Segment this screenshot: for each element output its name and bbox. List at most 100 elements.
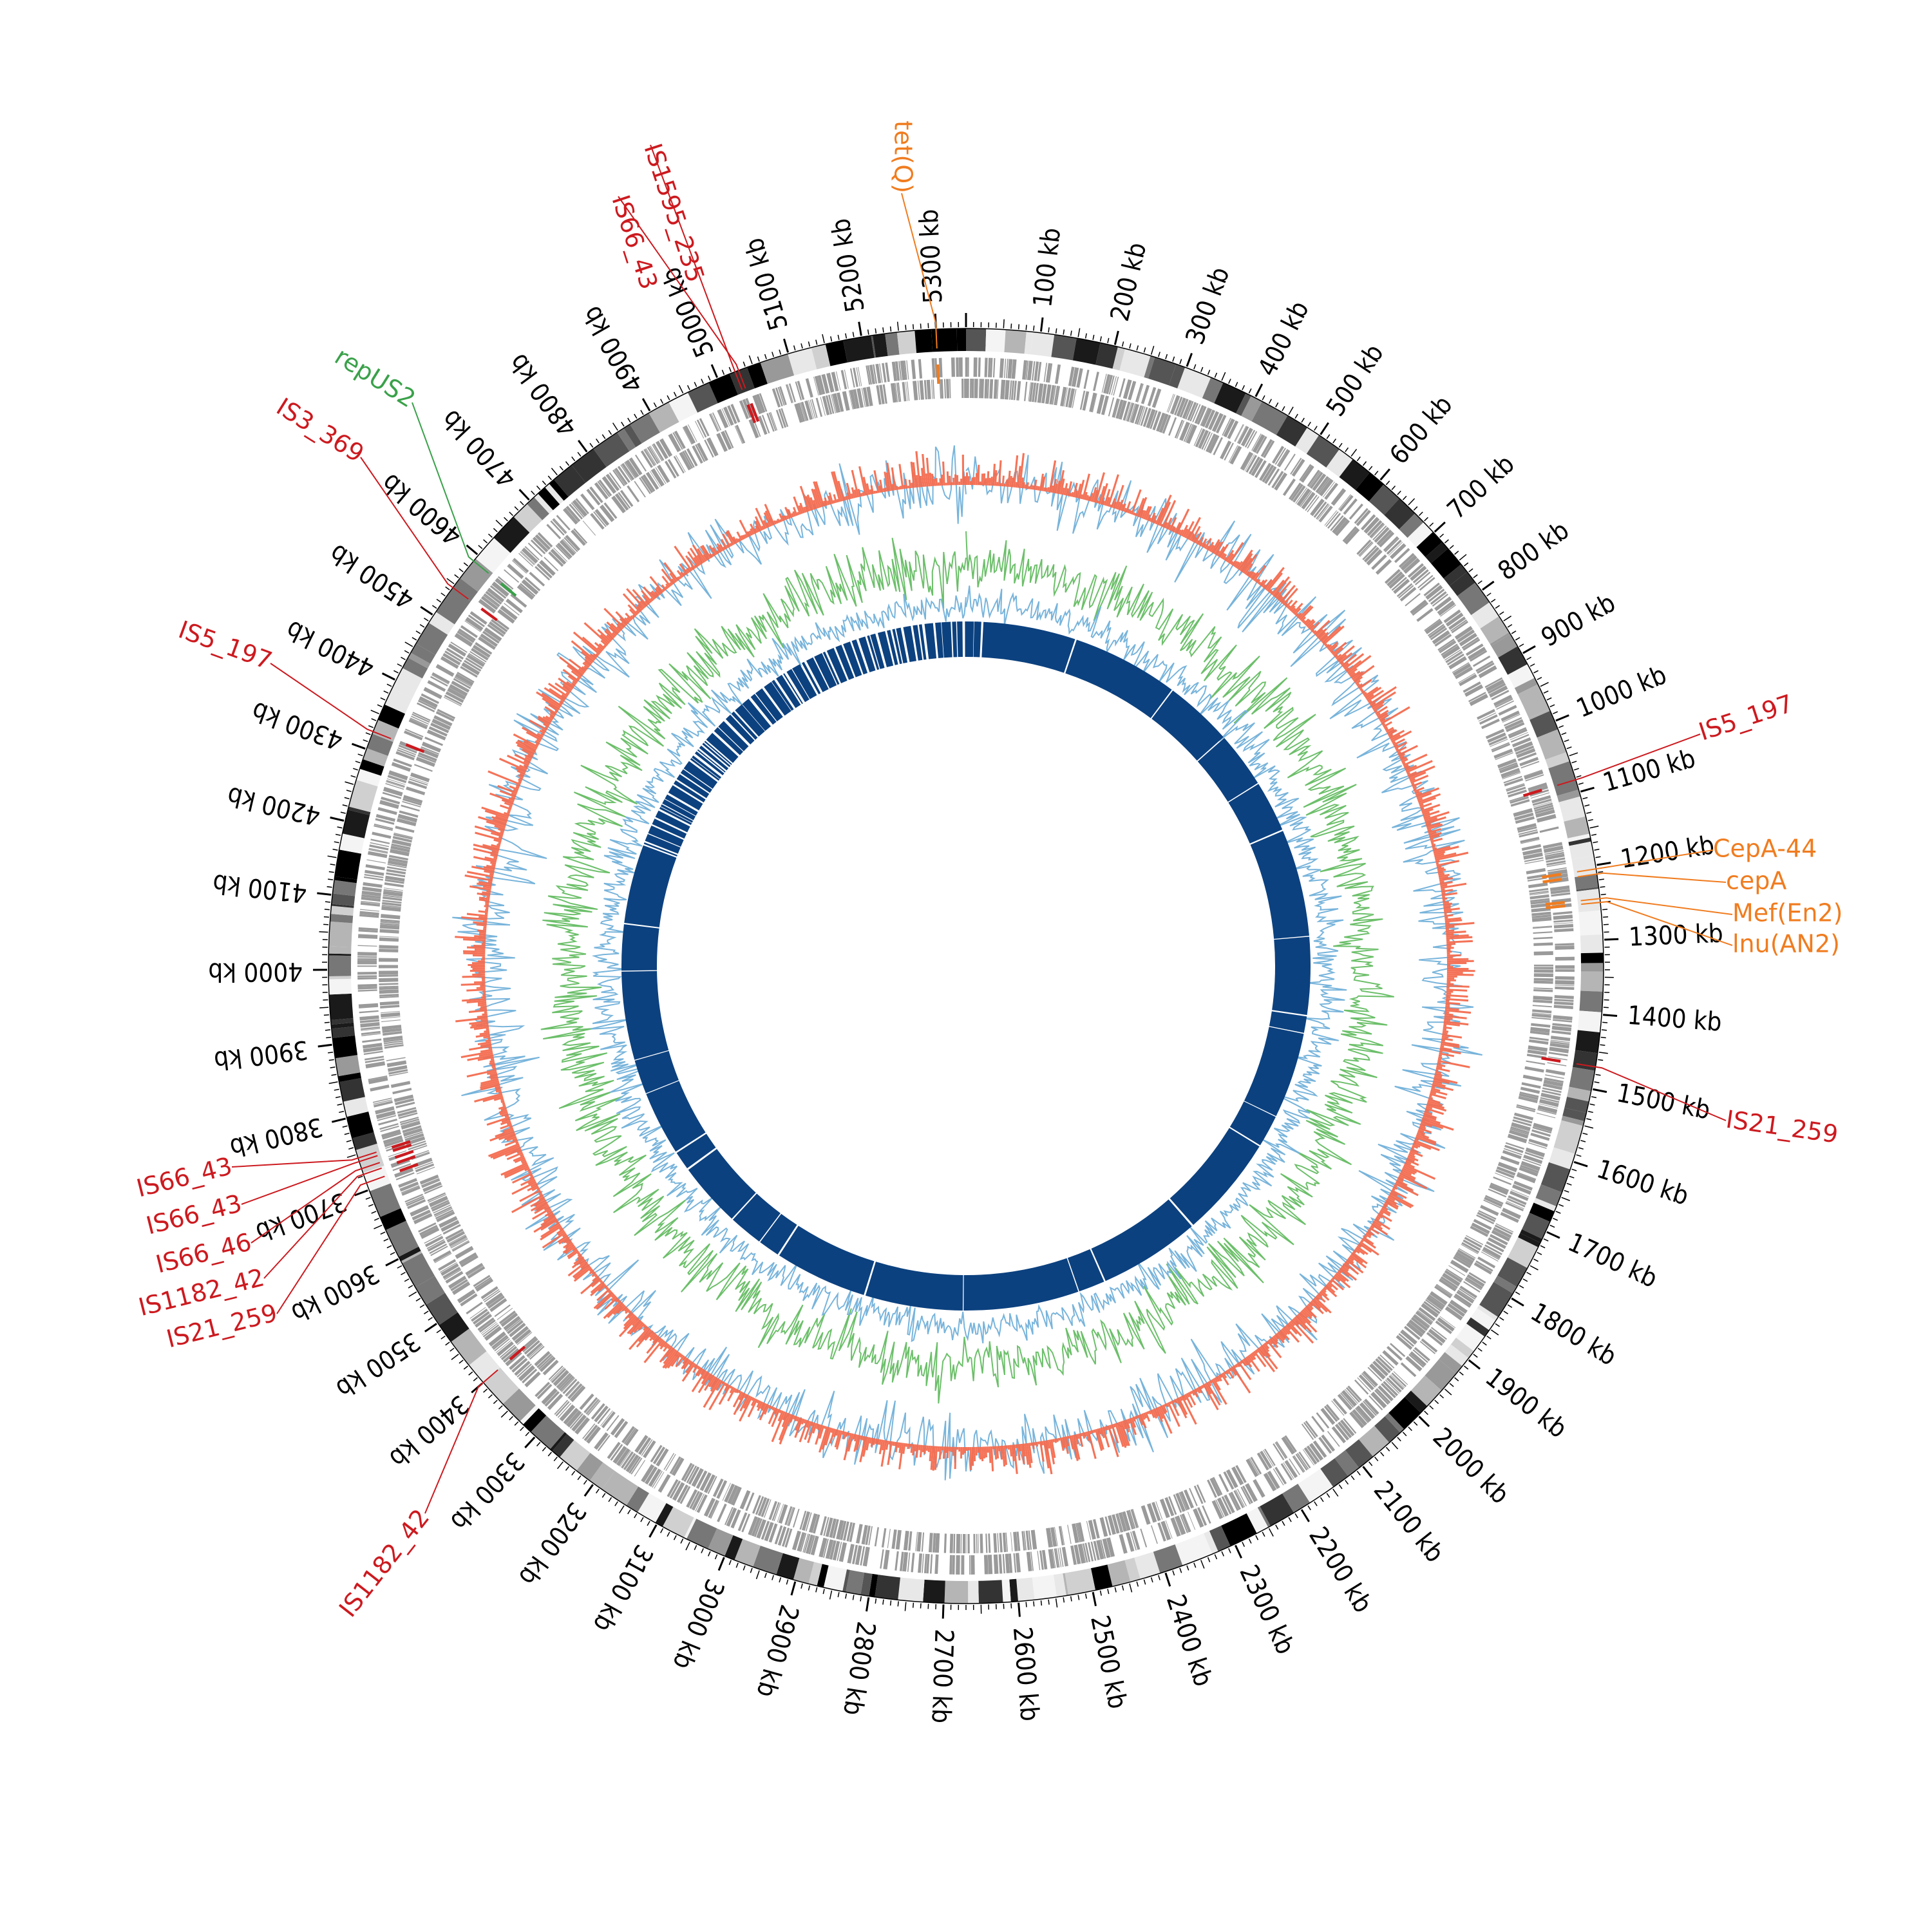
- tick-mark: [728, 366, 732, 372]
- feature-mark: [1542, 877, 1562, 884]
- gene-block: [1381, 1383, 1396, 1399]
- gc-skew-bar: [1345, 1260, 1350, 1265]
- gene-block: [421, 1179, 440, 1188]
- gc-skew-bar: [799, 486, 811, 512]
- gene-block: [579, 1393, 594, 1410]
- tick-mark: [1397, 1437, 1401, 1442]
- gc-skew-bar: [473, 944, 486, 947]
- gc-skew-bar: [1285, 1324, 1291, 1331]
- tick-mark: [1010, 1603, 1012, 1609]
- gc-skew-bar: [929, 1445, 933, 1461]
- gene-block: [1274, 448, 1286, 465]
- gene-block: [529, 571, 545, 587]
- gc-skew-bar: [1446, 960, 1474, 963]
- gene-block: [1499, 762, 1518, 771]
- gc-skew-bar: [562, 683, 573, 691]
- gc-skew-bar: [811, 488, 819, 509]
- gene-block: [644, 448, 656, 466]
- gc-skew-bar: [703, 554, 708, 561]
- gene-block: [1361, 514, 1376, 531]
- gene-block: [634, 1435, 649, 1454]
- gene-block: [1530, 900, 1550, 905]
- gene-block: [1428, 1294, 1446, 1307]
- gc-skew-bar: [1375, 1217, 1380, 1222]
- tick-mark: [327, 855, 337, 858]
- ideogram-block: [1016, 1577, 1035, 1602]
- ideogram-block: [1455, 1323, 1485, 1352]
- gc-skew-bar: [1310, 621, 1320, 632]
- gc-skew-bar: [1446, 977, 1455, 980]
- ideogram-block: [1471, 602, 1499, 629]
- tick-mark: [1193, 1562, 1197, 1568]
- gc-skew-bar: [759, 1403, 768, 1421]
- gc-skew-bar: [659, 1346, 673, 1363]
- gene-block: [1321, 1434, 1336, 1452]
- gene-block: [391, 762, 411, 772]
- gc-skew-bar: [971, 477, 974, 486]
- gc-skew-bar: [1080, 1432, 1083, 1437]
- gc-skew-bar: [1446, 990, 1454, 993]
- gene-block: [1481, 718, 1500, 730]
- gc-skew-bar: [466, 999, 487, 1003]
- gene-block: [964, 378, 966, 398]
- contig-block: [1228, 784, 1283, 844]
- gene-block: [610, 1444, 623, 1461]
- gene-block: [831, 372, 839, 392]
- gc-skew-bar: [859, 1436, 867, 1463]
- gc-skew-bar: [1444, 910, 1452, 914]
- gc-skew-bar: [975, 1446, 978, 1456]
- gene-block: [494, 1304, 511, 1318]
- gc-skew-bar: [675, 1355, 685, 1368]
- tick-mark: [701, 1548, 704, 1553]
- gene-block: [449, 684, 468, 697]
- gc-skew-bar: [557, 1230, 565, 1236]
- gene-block: [1480, 1204, 1499, 1217]
- ideogram-block: [746, 362, 768, 389]
- gc-skew-bar: [1436, 1065, 1443, 1069]
- tick-mark: [830, 336, 833, 342]
- gc-skew-bar: [819, 1425, 825, 1439]
- gene-block: [756, 1519, 767, 1539]
- gc-skew-bar: [538, 1196, 545, 1200]
- gene-block: [1550, 1041, 1570, 1045]
- gc-skew-bar: [536, 691, 561, 708]
- ideogram-block: [428, 612, 455, 635]
- tick-mark: [383, 690, 389, 694]
- gc-skew-bar: [599, 1280, 603, 1283]
- gene-block: [368, 1076, 388, 1084]
- tick-mark: [1248, 388, 1252, 393]
- gene-block: [1540, 1097, 1560, 1103]
- gc-skew-bar: [1399, 755, 1405, 760]
- gene-block: [1005, 1532, 1008, 1552]
- gc-skew-bar: [472, 973, 486, 976]
- gc-skew-bar: [1423, 815, 1431, 819]
- gc-skew-bar: [1428, 831, 1442, 838]
- gene-block: [831, 393, 838, 413]
- tick-mark: [621, 421, 625, 427]
- gene-block: [569, 504, 583, 520]
- gc-skew-bar: [1013, 1444, 1018, 1474]
- gene-block: [406, 1136, 426, 1146]
- gene-block: [652, 1470, 663, 1488]
- gc-skew-bar: [547, 1212, 554, 1218]
- gc-skew-bar: [562, 685, 572, 693]
- gene-block: [1378, 1385, 1394, 1401]
- gene-block: [1301, 1423, 1314, 1440]
- gene-block: [1325, 511, 1339, 527]
- gc-skew-bar: [682, 1357, 688, 1365]
- gc-skew-bar: [793, 496, 802, 515]
- gene-block: [1412, 1349, 1428, 1363]
- gc-skew-bar: [600, 634, 611, 644]
- ideogram-block: [617, 428, 636, 451]
- gc-skew-bar: [1134, 1416, 1137, 1420]
- gc-skew-bar: [710, 1378, 720, 1392]
- gene-block: [382, 791, 402, 799]
- gc-skew-bar: [627, 604, 638, 616]
- gc-skew-bar: [1171, 526, 1175, 532]
- gene-block: [488, 621, 506, 635]
- gc-skew-bar: [1045, 488, 1048, 492]
- gene-block: [482, 1324, 500, 1338]
- ideogram-block: [1457, 582, 1490, 616]
- gene-block: [1211, 413, 1224, 432]
- gc-skew-bar: [626, 616, 632, 622]
